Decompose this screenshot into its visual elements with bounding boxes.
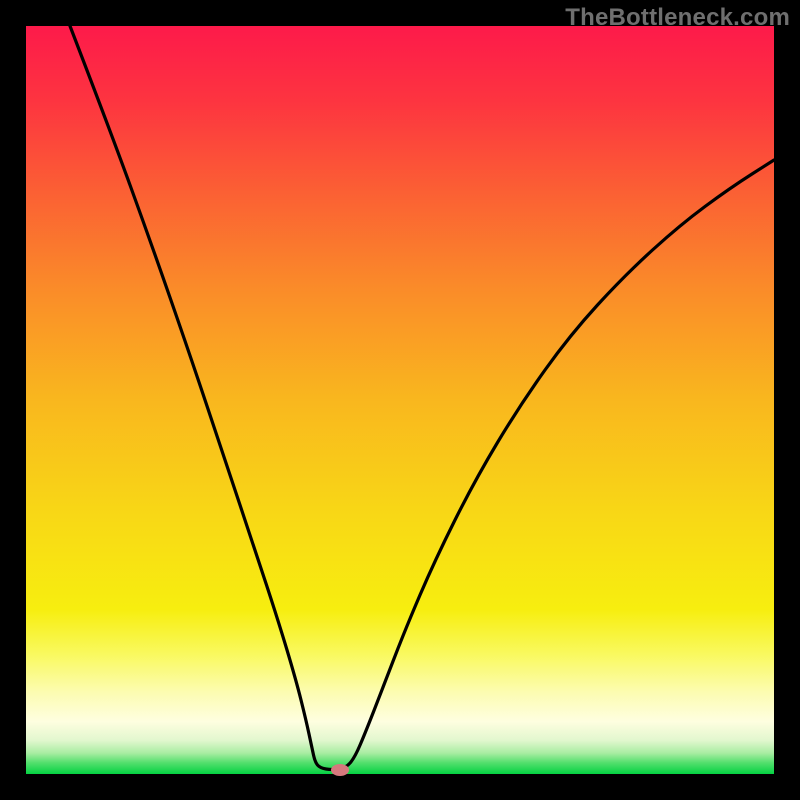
bottleneck-chart	[0, 0, 800, 800]
watermark-text: TheBottleneck.com	[565, 4, 790, 32]
chart-frame	[0, 0, 800, 800]
plot-background	[26, 26, 774, 774]
optimal-point-marker	[331, 764, 349, 776]
